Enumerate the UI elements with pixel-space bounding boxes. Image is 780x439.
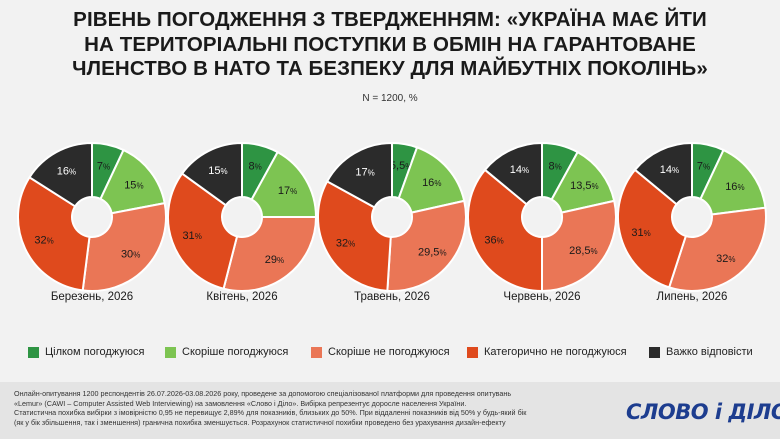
methodology-note: Онлайн-опитування 1200 респондентів 26.0…: [14, 389, 614, 427]
donut-slice: [397, 146, 466, 214]
legend-swatch: [649, 346, 660, 358]
legend-item: Цілком погоджуюся: [28, 346, 145, 358]
slice-value-label: 8%: [549, 161, 562, 173]
donut-chart: 8% 13,5% 28,5% 36% 14% Червень, 2026: [467, 141, 617, 303]
logo-text: СЛОВО і ДІЛО: [626, 400, 780, 424]
donut-slice: [167, 172, 239, 290]
legend-swatch: [165, 346, 176, 358]
footer-line: Статистична похибка вибірки з імовірніст…: [14, 408, 527, 418]
slice-value-label: 32%: [716, 253, 735, 265]
title-line: НА ТЕРИТОРІАЛЬНІ ПОСТУПКИ В ОБМІН НА ГАР…: [84, 32, 696, 56]
donut-chart: 8% 17% 29% 31% 15% Квітень, 2026: [167, 141, 318, 303]
slice-value-label: 30%: [121, 248, 140, 260]
donut-slice: [28, 141, 93, 208]
slice-value-label: 36%: [484, 235, 503, 247]
slice-value-label: 32%: [34, 235, 53, 247]
slice-value-label: 7%: [97, 160, 110, 172]
donut-chart: 7% 15% 30% 32% 16% Березень, 2026: [17, 141, 167, 303]
slice-value-label: 31%: [182, 230, 201, 242]
legend-label: Категорично не погоджуюся: [484, 346, 627, 358]
donut-slice: [386, 199, 467, 292]
slice-value-label: 29,5%: [418, 246, 447, 258]
slice-value-label: 13,5%: [570, 180, 599, 192]
footer-line: (як у бік збільшення, так і зменшення) г…: [14, 417, 506, 427]
donut-slice: [17, 175, 91, 292]
slice-value-label: 15%: [124, 180, 143, 192]
footer-line: «Lemur» (CAWI – Computer Assisted Web In…: [14, 398, 467, 408]
footer-line: Онлайн-опитування 1200 респондентів 26.0…: [14, 389, 512, 398]
month-label: Березень, 2026: [51, 291, 133, 303]
slice-value-label: 17%: [355, 166, 374, 178]
legend-swatch: [467, 346, 478, 358]
slice-value-label: 16%: [422, 177, 441, 189]
slice-value-label: 7%: [697, 160, 710, 172]
donut-slice: [180, 141, 243, 207]
donut-charts: 7% 15% 30% 32% 16% Березень, 2026 8% 17% 29% 31% 1…: [17, 141, 767, 303]
legend-item: Важко відповісти: [649, 346, 753, 358]
month-label: Липень, 2026: [657, 291, 728, 303]
slice-value-label: 17%: [278, 185, 297, 197]
footer: Онлайн-опитування 1200 респондентів 26.0…: [0, 382, 780, 439]
legend-label: Цілком погоджуюся: [45, 346, 145, 358]
donut-chart: 5,5% 16% 29,5% 32% 17% Травень, 2026: [317, 141, 467, 303]
title-line: ЧЛЕНСТВО В НАТО ТА БЕЗПЕКУ ДЛЯ МАЙБУТНІХ…: [72, 57, 708, 80]
slice-value-label: 28,5%: [569, 245, 598, 257]
donut-slice: [633, 141, 693, 206]
month-label: Червень, 2026: [503, 291, 580, 303]
legend-swatch: [28, 346, 39, 358]
brand-logo: СЛОВО і ДІЛО: [626, 400, 780, 424]
legend-label: Важко відповісти: [666, 346, 753, 358]
chart-title: РІВЕНЬ ПОГОДЖЕННЯ З ТВЕРДЖЕННЯМ: «УКРАЇН…: [0, 8, 780, 82]
donut-slice: [317, 179, 392, 292]
donut-slice: [467, 168, 543, 293]
month-label: Травень, 2026: [354, 291, 430, 303]
slice-value-label: 16%: [57, 166, 76, 178]
legend-item: Скоріше не погоджуюся: [311, 346, 450, 358]
donut-slice: [222, 216, 318, 292]
donut-slice: [667, 206, 767, 292]
legend-label: Скоріше погоджуюся: [182, 346, 289, 358]
slice-value-label: 32%: [336, 238, 355, 250]
donut-slice: [483, 141, 543, 206]
slice-value-label: 8%: [249, 161, 262, 173]
donut-slice: [541, 199, 617, 293]
legend-label: Скоріше не погоджуюся: [328, 346, 450, 358]
slice-value-label: 31%: [631, 227, 650, 239]
slice-value-label: 16%: [725, 181, 744, 193]
donut-slice: [325, 141, 393, 209]
legend-swatch: [311, 346, 322, 358]
donut-slice: [81, 201, 167, 292]
donut-chart: 7% 16% 32% 31% 14% Липень, 2026: [617, 141, 767, 303]
donut-slice: [617, 168, 688, 289]
donut-slice: [699, 148, 767, 216]
donut-slice: [250, 150, 318, 218]
title-line: РІВЕНЬ ПОГОДЖЕННЯ З ТВЕРДЖЕННЯМ: «УКРАЇН…: [73, 8, 707, 31]
slice-value-label: 14%: [660, 164, 679, 176]
slice-value-label: 29%: [265, 254, 284, 266]
slice-value-label: 15%: [208, 165, 227, 177]
month-label: Квітень, 2026: [206, 291, 277, 303]
sample-size-note: N = 1200, %: [362, 93, 418, 104]
slice-value-label: 5,5%: [390, 160, 412, 172]
slice-value-label: 14%: [510, 164, 529, 176]
legend-item: Категорично не погоджуюся: [467, 346, 627, 358]
legend-item: Скоріше погоджуюся: [165, 346, 288, 358]
legend: Цілком погоджуюся Скоріше погоджуюся Ско…: [0, 346, 780, 364]
